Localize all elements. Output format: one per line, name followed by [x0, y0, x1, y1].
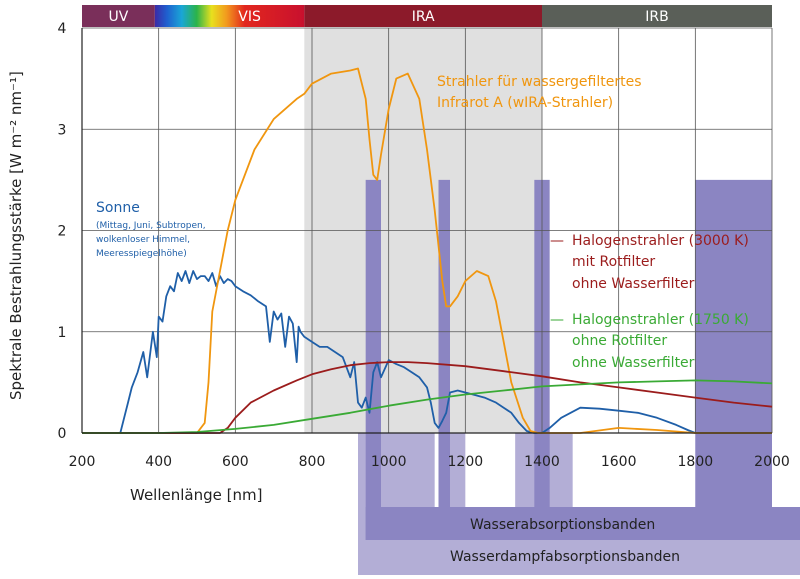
- water-vapor-absorption-label: Wasserdampfabsorptionsbanden: [450, 549, 680, 565]
- halo3000-label-line2: mit Rotfilter: [572, 254, 655, 270]
- sonne-sub1-label: (Mittag, Juni, Subtropen,: [96, 221, 206, 231]
- water-vapor-base: [358, 540, 800, 575]
- x-tick-label-3: 800: [299, 454, 326, 470]
- sonne-sub2-label: wolkenloser Himmel,: [96, 235, 190, 245]
- water-absorption-band-0: [365, 179, 381, 540]
- x-tick-label-8: 1800: [678, 454, 714, 470]
- band-vis: [154, 5, 305, 27]
- water-absorption-base: [365, 507, 800, 540]
- series-line-1: [82, 67, 772, 434]
- halo1750-label-line1: Halogenstrahler (1750 K): [572, 312, 749, 328]
- y-tick-label-0: 0: [58, 426, 67, 442]
- sonne-sub3-label: Meeresspiegelhöhe): [96, 249, 187, 259]
- wira-label-line1: Strahler für wassergefiltertes: [437, 74, 642, 90]
- water-absorption-band-3: [695, 179, 772, 540]
- x-tick-label-9: 2000: [754, 454, 790, 470]
- y-tick-label-2: 2: [58, 224, 67, 240]
- x-tick-label-5: 1200: [448, 454, 484, 470]
- series-line-3: [82, 379, 773, 434]
- halo3000-legend-dash: —: [550, 233, 564, 249]
- y-tick-label-3: 3: [58, 122, 67, 138]
- halo1750-label-line3: ohne Wasserfilter: [572, 355, 695, 371]
- x-tick-label-7: 1600: [601, 454, 637, 470]
- water-absorption-label: Wasserabsorptionsbanden: [470, 517, 655, 533]
- series-line-0: [119, 270, 772, 434]
- series-line-2: [82, 361, 773, 434]
- halo3000-label-line3: ohne Wasserfilter: [572, 276, 695, 292]
- band-irb: [542, 5, 772, 27]
- band-label-uv: UV: [109, 9, 129, 25]
- band-label-irb: IRB: [645, 9, 668, 25]
- halo3000-label-line1: Halogenstrahler (3000 K): [572, 233, 749, 249]
- x-tick-label-1: 400: [145, 454, 172, 470]
- band-uv: [82, 5, 155, 27]
- x-tick-label-6: 1400: [524, 454, 560, 470]
- y-axis-title: Spektrale Bestrahlungsstärke [W m⁻² nm⁻¹…: [7, 71, 25, 400]
- y-tick-label-1: 1: [58, 325, 67, 341]
- band-label-ira: IRA: [412, 9, 435, 25]
- water-absorption-band-1: [438, 179, 450, 540]
- sonne-label: Sonne: [96, 200, 140, 216]
- x-axis-title: Wellenlänge [nm]: [130, 486, 262, 504]
- wira-label-line2: Infrarot A (wIRA-Strahler): [437, 95, 613, 111]
- axes-layer: 200 400 600 800 1000 1200 1400 1600 1800 2000 0 1 2 3…: [58, 21, 790, 470]
- halo1750-legend-dash: —: [550, 312, 564, 328]
- spectral-band-bar: UV VIS IRA IRB: [82, 5, 772, 27]
- x-tick-label-0: 200: [69, 454, 96, 470]
- x-tick-label-2: 600: [222, 454, 249, 470]
- series-layer: [82, 67, 773, 434]
- y-tick-label-4: 4: [58, 21, 67, 37]
- band-ira: [304, 5, 542, 27]
- halo1750-label-line2: ohne Rotfilter: [572, 333, 667, 349]
- x-tick-label-4: 1000: [371, 454, 407, 470]
- band-label-vis: VIS: [238, 9, 261, 25]
